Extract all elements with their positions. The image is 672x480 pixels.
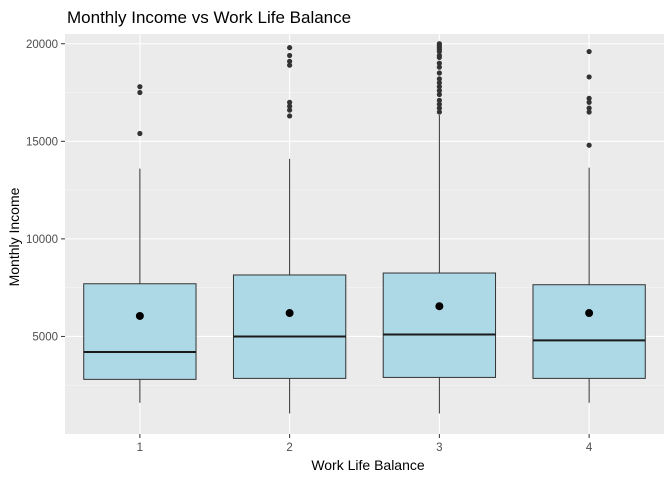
outlier-point: [436, 84, 442, 90]
outlier-point: [586, 142, 592, 148]
outlier-point: [137, 89, 143, 96]
outlier-point: [287, 62, 293, 68]
outlier-point: [436, 76, 442, 82]
outlier-point: [436, 54, 442, 61]
box-group-4: [532, 48, 646, 403]
outlier-point: [586, 99, 592, 105]
x-axis-ticks: 1 2 3 4: [137, 434, 593, 454]
outlier-point: [436, 64, 442, 70]
mean-point: [135, 311, 144, 320]
mean-point: [585, 309, 594, 318]
y-tick-label: 20000: [26, 39, 58, 51]
outlier-point: [586, 95, 592, 101]
chart-title: Monthly Income vs Work Life Balance: [67, 8, 351, 27]
outlier-point: [586, 48, 592, 55]
mean-point: [435, 302, 444, 311]
x-tick-label: 2: [286, 442, 292, 454]
x-tick-label: 3: [436, 442, 442, 454]
outlier-point: [436, 87, 442, 94]
outlier-point: [436, 105, 442, 111]
box-group-3: [382, 41, 497, 414]
x-axis-title: Work Life Balance: [311, 457, 425, 473]
box-series: [83, 41, 646, 414]
outlier-point: [436, 48, 442, 55]
y-axis-title: Monthly Income: [6, 187, 22, 286]
y-tick-label: 5000: [32, 331, 58, 343]
outlier-point: [436, 80, 442, 86]
box-group-2: [232, 45, 347, 414]
outlier-point: [436, 101, 442, 107]
x-tick-label: 4: [586, 442, 593, 454]
outlier-point: [436, 91, 442, 98]
iqr-box: [83, 283, 197, 380]
outlier-point: [586, 74, 592, 80]
outlier-point: [287, 113, 293, 119]
outlier-point: [287, 107, 293, 113]
outlier-point: [137, 84, 143, 90]
outlier-point: [586, 109, 592, 115]
iqr-box: [532, 284, 646, 379]
iqr-box: [232, 274, 347, 379]
outlier-point: [287, 52, 293, 59]
box-group-1: [83, 84, 197, 403]
mean-point: [285, 309, 294, 318]
outlier-point: [436, 97, 442, 103]
y-axis-ticks: 5000 10000 15000 20000: [26, 39, 65, 343]
outlier-point: [137, 130, 143, 137]
outlier-point: [287, 45, 293, 51]
outlier-point: [287, 103, 293, 109]
outlier-point: [287, 58, 293, 64]
outlier-point: [586, 105, 592, 111]
x-tick-label: 1: [137, 442, 143, 454]
y-tick-label: 15000: [26, 136, 58, 148]
outlier-point: [287, 99, 293, 105]
outlier-point: [436, 109, 442, 115]
outlier-point: [436, 60, 442, 66]
outlier-point: [436, 70, 442, 76]
y-tick-label: 10000: [26, 234, 58, 246]
iqr-box: [382, 272, 497, 378]
